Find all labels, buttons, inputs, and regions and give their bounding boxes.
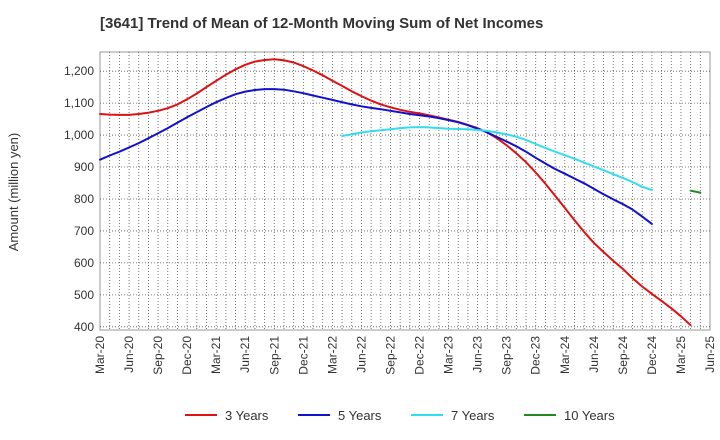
x-tick-label: Dec-23 <box>529 336 543 375</box>
x-tick-label: Sep-24 <box>616 336 630 375</box>
series-line-3-years <box>99 58 692 327</box>
x-tick-label: Jun-20 <box>122 336 136 373</box>
x-tick-label: Sep-20 <box>151 336 165 375</box>
y-tick-label: 900 <box>74 160 94 174</box>
series-line-10-years <box>689 189 702 194</box>
y-tick-label: 700 <box>74 224 94 238</box>
chart-title: [3641] Trend of Mean of 12-Month Moving … <box>100 15 544 32</box>
x-tick-label: Sep-23 <box>500 336 514 375</box>
y-tick-label: 800 <box>74 192 94 206</box>
x-tick-label: Dec-24 <box>645 336 659 375</box>
legend-label: 10 Years <box>564 408 615 423</box>
grid-layer <box>99 51 711 331</box>
x-tick-label: Jun-24 <box>587 336 601 373</box>
x-tick-label: Jun-23 <box>471 336 485 373</box>
x-tick-label: Dec-22 <box>413 336 427 375</box>
legend-label: 5 Years <box>338 408 382 423</box>
x-tick-label: Jun-25 <box>703 336 717 373</box>
x-tick-label: Sep-21 <box>267 336 281 375</box>
y-tick-label: 400 <box>74 320 94 334</box>
legend-label: 3 Years <box>225 408 269 423</box>
legend-label: 7 Years <box>451 408 495 423</box>
y-tick-label: 500 <box>74 288 94 302</box>
x-tick-label: Sep-22 <box>383 336 397 375</box>
axis-layer: 400 500 600 700 800 900 1,000 1,100 1,200 Mar-20 J… <box>64 64 717 375</box>
series-line-7-years <box>341 126 653 191</box>
x-tick-label: Mar-22 <box>325 336 339 374</box>
x-tick-label: Jun-21 <box>238 336 252 373</box>
series-line-5-years <box>99 88 653 225</box>
series-layer <box>99 58 702 327</box>
y-axis-label: Amount (million yen) <box>6 133 21 252</box>
plot-frame <box>99 51 711 331</box>
x-tick-label: Dec-21 <box>296 336 310 375</box>
y-tick-label: 1,200 <box>64 64 94 78</box>
x-tick-label: Mar-20 <box>93 336 107 374</box>
x-tick-label: Mar-24 <box>558 336 572 374</box>
x-tick-label: Mar-23 <box>442 336 456 374</box>
y-tick-label: 600 <box>74 256 94 270</box>
x-tick-label: Mar-21 <box>209 336 223 374</box>
legend: 3 Years 5 Years 7 Years 10 Years <box>185 408 615 423</box>
x-tick-label: Dec-20 <box>180 336 194 375</box>
x-tick-label: Jun-22 <box>354 336 368 373</box>
x-tick-label: Mar-25 <box>674 336 688 374</box>
y-tick-label: 1,000 <box>64 128 94 142</box>
y-tick-label: 1,100 <box>64 96 94 110</box>
